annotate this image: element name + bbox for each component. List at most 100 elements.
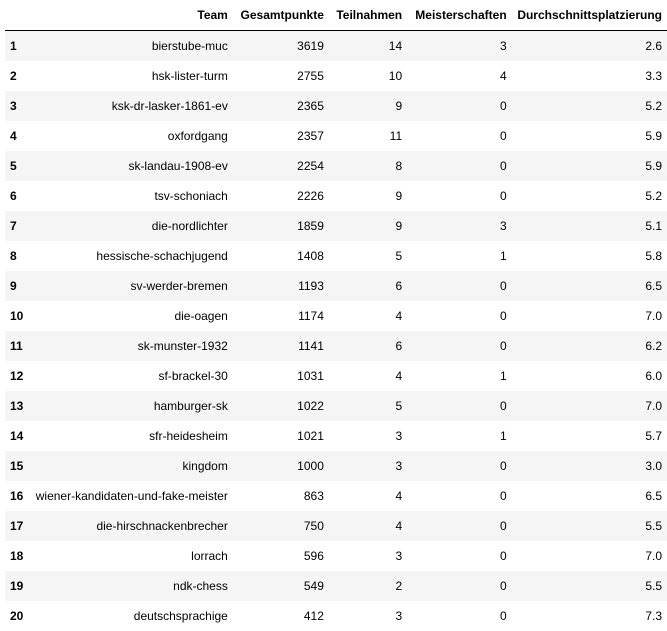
table-row: 12 sf-brackel-30 1031 4 1 6.0 [5, 360, 667, 391]
cell-meisterschaften: 0 [499, 308, 507, 323]
cell-team: sk-landau-1908-ev [128, 158, 228, 173]
cell-teilnahmen: 9 [395, 188, 403, 203]
cell-team: ndk-chess [173, 578, 228, 593]
table-row: 1 bierstube-muc 3619 14 3 2.6 [5, 30, 667, 61]
table-row: 14 sfr-heidesheim 1021 3 1 5.7 [5, 420, 667, 451]
cell-meisterschaften: 0 [499, 158, 507, 173]
cell-durchschnittsplatzierung: 6.5 [645, 278, 662, 293]
cell-meisterschaften: 4 [499, 68, 507, 83]
cell-durchschnittsplatzierung: 3.0 [645, 458, 662, 473]
cell-durchschnittsplatzierung: 5.8 [645, 248, 662, 263]
cell-team: sf-brackel-30 [158, 368, 228, 383]
cell-durchschnittsplatzierung: 5.2 [645, 98, 662, 113]
row-index: 2 [10, 68, 17, 83]
cell-gesamtpunkte: 1141 [298, 338, 324, 353]
table-row: 9 sv-werder-bremen 1193 6 0 6.5 [5, 270, 667, 301]
cell-gesamtpunkte: 1408 [297, 248, 324, 263]
cell-meisterschaften: 0 [499, 458, 507, 473]
cell-teilnahmen: 3 [395, 608, 403, 623]
cell-team: die-oagen [174, 308, 228, 323]
row-index: 20 [10, 608, 24, 623]
cell-team: lorrach [191, 548, 228, 563]
cell-teilnahmen: 5 [395, 398, 403, 413]
table-row: 4 oxfordgang 2357 11 0 5.9 [5, 120, 667, 151]
cell-gesamtpunkte: 1174 [298, 308, 324, 323]
cell-gesamtpunkte: 2755 [297, 68, 324, 83]
cell-team: die-nordlichter [151, 218, 228, 233]
table-body: 1 bierstube-muc 3619 14 3 2.6 2 hsk-lister-turm… [5, 30, 667, 631]
cell-meisterschaften: 0 [499, 278, 507, 293]
row-index: 18 [10, 548, 24, 563]
cell-team: ksk-dr-lasker-1861-ev [111, 98, 228, 113]
cell-team: wiener-kandidaten-und-fake-meister [35, 488, 228, 503]
cell-meisterschaften: 3 [499, 38, 507, 53]
cell-teilnahmen: 3 [395, 428, 403, 443]
cell-durchschnittsplatzierung: 6.0 [645, 368, 662, 383]
cell-teilnahmen: 11 [389, 128, 403, 143]
header-teilnahmen: Teilnahmen [328, 0, 408, 31]
table-header: Team Gesamtpunkte Teilnahmen Meisterscha… [5, 0, 667, 31]
cell-meisterschaften: 1 [499, 248, 507, 263]
cell-meisterschaften: 0 [499, 398, 507, 413]
cell-meisterschaften: 0 [499, 548, 507, 563]
cell-teilnahmen: 14 [388, 38, 403, 53]
header-row: Team Gesamtpunkte Teilnahmen Meisterscha… [5, 0, 667, 31]
cell-gesamtpunkte: 549 [303, 578, 324, 593]
header-index [5, 0, 30, 31]
cell-durchschnittsplatzierung: 5.9 [645, 158, 662, 173]
cell-team: sv-werder-bremen [130, 278, 228, 293]
table-row: 5 sk-landau-1908-ev 2254 8 0 5.9 [5, 150, 667, 181]
row-index: 9 [10, 278, 17, 293]
header-durchschnittsplatzierung: Durchschnittsplatzierung [511, 0, 667, 31]
cell-meisterschaften: 0 [499, 98, 507, 113]
row-index: 10 [10, 308, 24, 323]
cell-durchschnittsplatzierung: 7.0 [645, 398, 662, 413]
cell-teilnahmen: 2 [395, 578, 403, 593]
header-gesamtpunkte: Gesamtpunkte [232, 0, 329, 31]
cell-team: sfr-heidesheim [149, 428, 228, 443]
cell-durchschnittsplatzierung: 5.1 [645, 218, 662, 233]
table-row: 10 die-oagen 1174 4 0 7.0 [5, 300, 667, 331]
cell-teilnahmen: 8 [395, 158, 403, 173]
cell-teilnahmen: 9 [395, 98, 403, 113]
cell-teilnahmen: 9 [395, 218, 403, 233]
row-index: 7 [10, 218, 17, 233]
row-index: 6 [10, 188, 17, 203]
table-row: 6 tsv-schoniach 2226 9 0 5.2 [5, 180, 667, 211]
cell-team: die-hirschnackenbrecher [96, 518, 228, 533]
row-index: 13 [10, 398, 24, 413]
row-index: 3 [10, 98, 17, 113]
cell-team: hessische-schachjugend [96, 248, 228, 263]
cell-meisterschaften: 0 [499, 128, 507, 143]
cell-gesamtpunkte: 1000 [297, 458, 324, 473]
row-index: 14 [10, 428, 24, 443]
table-row: 19 ndk-chess 549 2 0 5.5 [5, 570, 667, 601]
row-index: 8 [10, 248, 17, 263]
cell-gesamtpunkte: 2365 [297, 98, 324, 113]
cell-durchschnittsplatzierung: 5.7 [645, 428, 662, 443]
cell-teilnahmen: 3 [395, 458, 403, 473]
table-row: 15 kingdom 1000 3 0 3.0 [5, 450, 667, 481]
table-row: 18 lorrach 596 3 0 7.0 [5, 540, 667, 571]
cell-meisterschaften: 0 [499, 518, 507, 533]
cell-teilnahmen: 4 [395, 308, 403, 323]
row-index: 17 [10, 518, 24, 533]
cell-meisterschaften: 0 [499, 578, 507, 593]
cell-teilnahmen: 4 [395, 368, 403, 383]
table-row: 3 ksk-dr-lasker-1861-ev 2365 9 0 5.2 [5, 90, 667, 121]
row-index: 5 [10, 158, 17, 173]
table-row: 8 hessische-schachjugend 1408 5 1 5.8 [5, 240, 667, 271]
cell-durchschnittsplatzierung: 5.5 [645, 578, 662, 593]
team-ranking-table: Team Gesamtpunkte Teilnahmen Meisterscha… [5, 0, 667, 631]
cell-durchschnittsplatzierung: 5.9 [645, 128, 662, 143]
row-index: 1 [10, 38, 17, 53]
cell-gesamtpunkte: 1859 [297, 218, 324, 233]
cell-teilnahmen: 5 [395, 248, 403, 263]
cell-durchschnittsplatzierung: 3.3 [645, 68, 662, 83]
cell-meisterschaften: 0 [499, 188, 507, 203]
cell-durchschnittsplatzierung: 7.0 [645, 308, 662, 323]
cell-durchschnittsplatzierung: 6.2 [645, 338, 662, 353]
row-index: 4 [10, 128, 17, 143]
cell-team: hamburger-sk [153, 398, 228, 413]
cell-gesamtpunkte: 412 [303, 608, 324, 623]
